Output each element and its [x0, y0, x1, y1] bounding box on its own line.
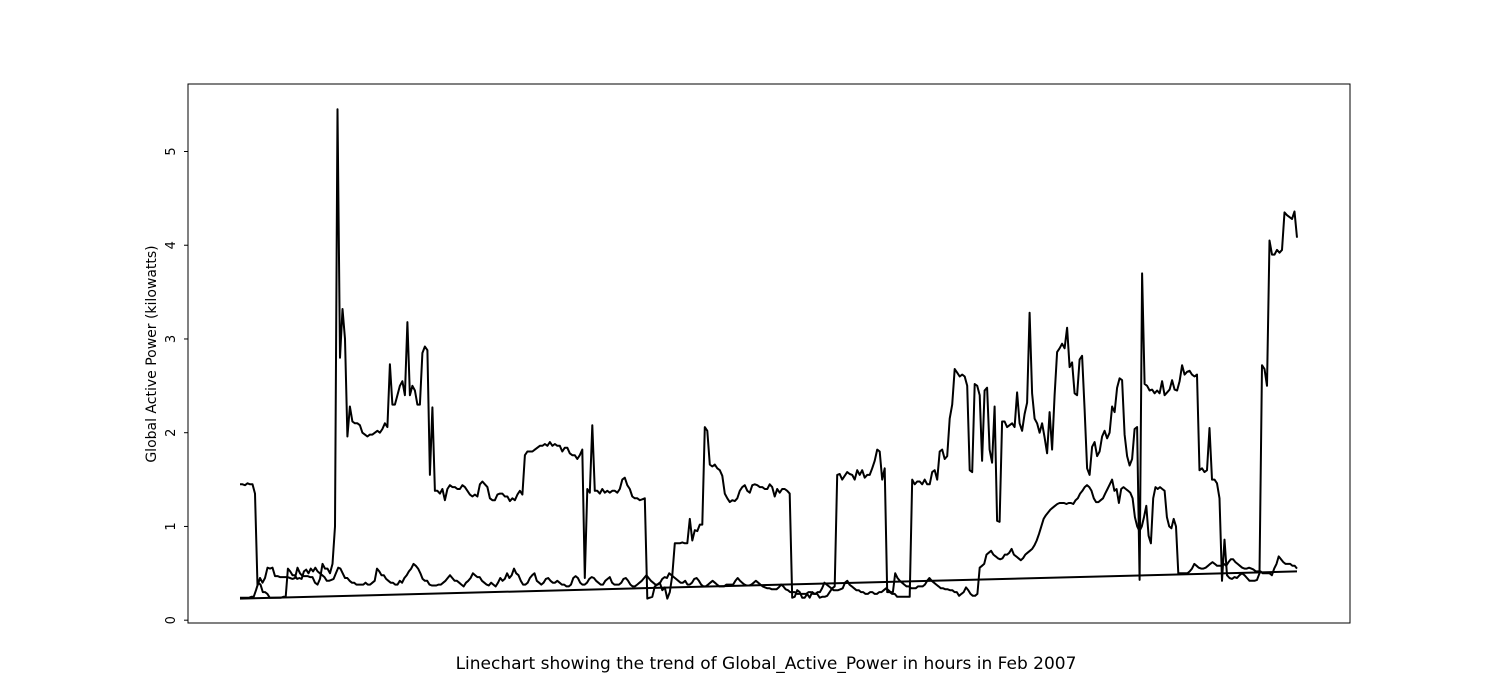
series-line-2: [240, 478, 1298, 599]
series-line-3: [239, 570, 1298, 600]
y-axis: 0 1 2 3 4 5: [164, 147, 188, 624]
y-tick-label: 5: [164, 147, 179, 155]
chart-caption: Linechart showing the trend of Global_Ac…: [456, 654, 1077, 674]
plot-area: [239, 108, 1298, 600]
y-axis-label: Global Active Power (kilowatts): [144, 245, 160, 462]
y-tick-label: 0: [164, 616, 179, 624]
y-tick-label: 4: [164, 241, 179, 249]
y-tick-label: 2: [164, 429, 179, 437]
series-line-1: [240, 108, 1298, 600]
plot-frame: [187, 83, 1351, 624]
y-tick-label: 1: [164, 522, 179, 530]
y-tick-label: 3: [164, 335, 179, 343]
